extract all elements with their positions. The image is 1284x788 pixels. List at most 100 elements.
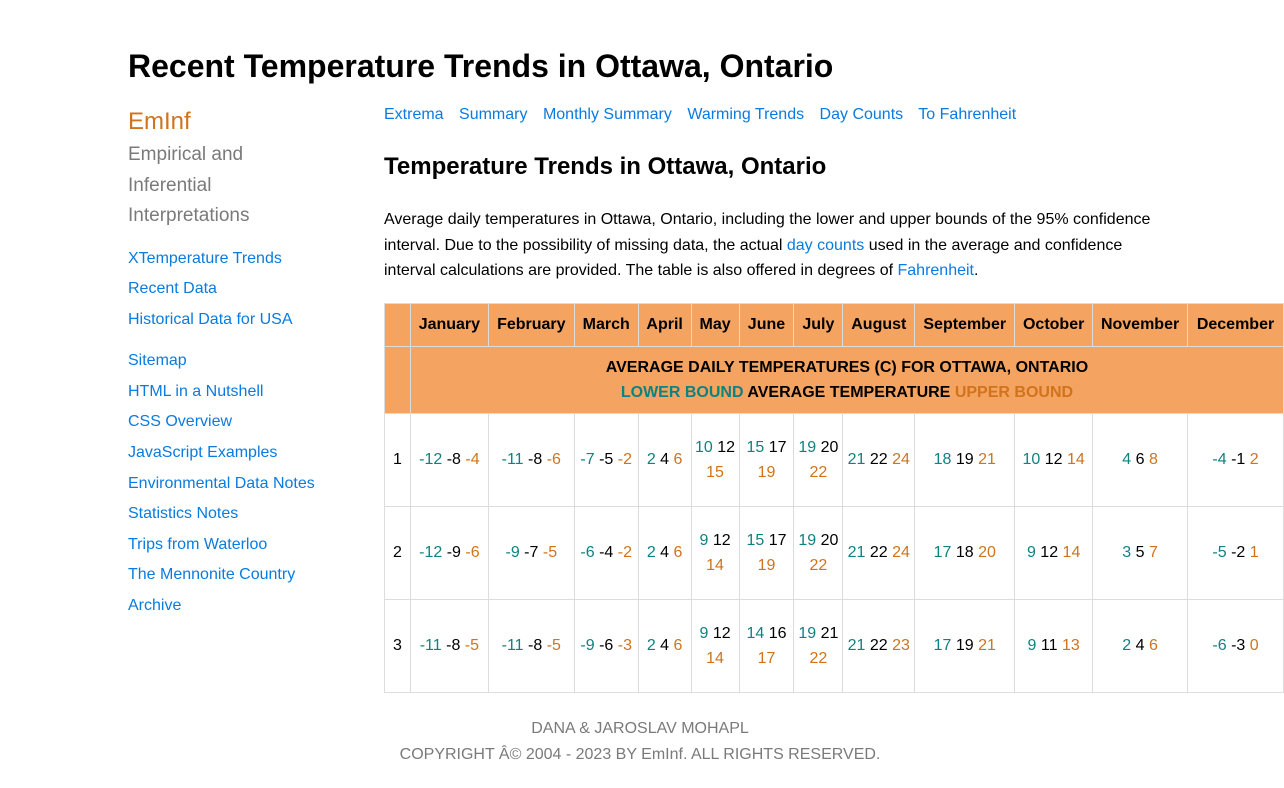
average-value: -8 xyxy=(446,637,461,655)
nav-warming-trends[interactable]: Warming Trends xyxy=(687,106,805,123)
sidebar-link-xtemperature-trends[interactable]: XTemperature Trends xyxy=(128,249,282,267)
lower-bound-value: 19 xyxy=(798,624,817,642)
temperature-cell: -5 -2 1 xyxy=(1187,506,1284,600)
lower-bound-value: 17 xyxy=(933,544,952,562)
lower-bound-value: -9 xyxy=(580,637,595,655)
sidebar-link-recent-data[interactable]: Recent Data xyxy=(128,280,217,298)
brand-name[interactable]: EmInf xyxy=(128,108,191,135)
upper-bound-value: -6 xyxy=(465,544,480,562)
day-counts-link[interactable]: day counts xyxy=(786,236,865,254)
nav-to-fahrenheit[interactable]: To Fahrenheit xyxy=(918,106,1017,123)
lower-bound-value: -7 xyxy=(580,451,595,469)
nav-monthly-summary[interactable]: Monthly Summary xyxy=(542,106,672,123)
sidebar-link-statistics-notes[interactable]: Statistics Notes xyxy=(128,505,239,523)
upper-bound-value: 21 xyxy=(978,637,996,655)
average-value: 22 xyxy=(869,544,888,562)
temperature-cell: 9 12 14 xyxy=(1014,506,1094,600)
lower-bound-value: 21 xyxy=(847,544,866,562)
day-number-cell: 3 xyxy=(384,599,411,693)
upper-bound-value: 7 xyxy=(1148,544,1158,562)
sidebar-link-trips-from-waterloo[interactable]: Trips from Waterloo xyxy=(128,535,268,553)
average-value: -3 xyxy=(1231,637,1246,655)
upper-bound-value: 6 xyxy=(673,544,683,562)
lower-bound-value: 2 xyxy=(646,637,656,655)
temperature-cell: 21 22 24 xyxy=(842,413,916,507)
upper-bound-value: 6 xyxy=(673,637,683,655)
average-value: 4 xyxy=(660,451,670,469)
average-value: 19 xyxy=(955,451,974,469)
lower-bound-value: 4 xyxy=(1122,451,1132,469)
nav-day-counts[interactable]: Day Counts xyxy=(819,106,904,123)
month-header-row: January February March April May June July Augu… xyxy=(384,303,1284,347)
lower-bound-value: 9 xyxy=(699,531,709,549)
legend-upper-bound: UPPER BOUND xyxy=(954,384,1074,401)
upper-bound-value: 24 xyxy=(892,544,910,562)
lower-bound-value: 9 xyxy=(1027,637,1037,655)
temperature-cell: 17 19 21 xyxy=(914,599,1016,693)
sidebar-link-html-nutshell[interactable]: HTML in a Nutshell xyxy=(128,382,264,400)
nav-extrema[interactable]: Extrema xyxy=(384,106,444,123)
intro-text: . xyxy=(974,262,979,279)
temperature-cell: -7 -5 -2 xyxy=(573,413,639,507)
sidebar-link-historical-data-usa[interactable]: Historical Data for USA xyxy=(128,310,293,328)
upper-bound-value: 6 xyxy=(673,451,683,469)
temperature-cell: -6 -3 0 xyxy=(1187,599,1284,693)
upper-bound-value: 14 xyxy=(1062,544,1081,562)
upper-bound-value: -2 xyxy=(617,451,633,469)
lower-bound-value: 3 xyxy=(1122,544,1132,562)
banner-legend: LOWER BOUND AVERAGE TEMPERATURE UPPER BO… xyxy=(411,380,1283,405)
average-value: -9 xyxy=(446,544,461,562)
upper-bound-value: -2 xyxy=(617,544,633,562)
lower-bound-value: 19 xyxy=(798,438,817,456)
sidebar-link-sitemap[interactable]: Sitemap xyxy=(128,352,187,370)
banner-spacer-cell xyxy=(384,346,411,414)
temperature-cell: -9 -6 -3 xyxy=(573,599,639,693)
lower-bound-value: -11 xyxy=(501,451,524,469)
temperature-cell: 21 22 24 xyxy=(842,506,916,600)
upper-bound-value: 14 xyxy=(1067,451,1085,469)
average-value: 22 xyxy=(869,451,888,469)
upper-bound-value: 13 xyxy=(1061,637,1080,655)
average-value: 18 xyxy=(955,544,974,562)
sidebar-link-mennonite-country[interactable]: The Mennonite Country xyxy=(128,566,296,584)
upper-bound-value: 8 xyxy=(1148,451,1158,469)
sidebar-secondary-links: Sitemap HTML in a Nutshell CSS Overview … xyxy=(128,346,368,621)
lower-bound-value: -9 xyxy=(505,544,520,562)
temperature-cell: 2 4 6 xyxy=(637,506,692,600)
lower-bound-value: -12 xyxy=(419,451,443,469)
sidebar-link-environmental-data-notes[interactable]: Environmental Data Notes xyxy=(128,474,315,492)
sidebar-link-archive[interactable]: Archive xyxy=(128,597,182,615)
temperature-cell: 15 17 19 xyxy=(738,506,795,600)
upper-bound-value: 24 xyxy=(892,451,910,469)
temperature-cell: 19 20 22 xyxy=(793,413,844,507)
sidebar-link-javascript-examples[interactable]: JavaScript Examples xyxy=(128,444,278,462)
nav-summary[interactable]: Summary xyxy=(459,106,528,123)
average-value: 12 xyxy=(712,624,731,642)
upper-bound-value: 19 xyxy=(757,557,776,574)
upper-bound-value: 19 xyxy=(757,464,776,481)
average-value: 4 xyxy=(1135,637,1145,655)
upper-bound-value: 22 xyxy=(809,557,828,574)
temperature-cell: 9 12 14 xyxy=(690,506,740,600)
sidebar-link-css-overview[interactable]: CSS Overview xyxy=(128,413,233,431)
lower-bound-value: 17 xyxy=(933,637,952,655)
average-value: 17 xyxy=(768,531,787,549)
upper-bound-value: -5 xyxy=(464,637,480,655)
fahrenheit-link[interactable]: Fahrenheit xyxy=(897,262,975,279)
lower-bound-value: 2 xyxy=(1122,637,1132,655)
temperature-cell: 21 22 23 xyxy=(842,599,916,693)
upper-bound-value: 14 xyxy=(706,650,724,667)
lower-bound-value: -11 xyxy=(501,637,524,655)
tagline-line: Empirical and xyxy=(128,144,244,165)
average-value: 19 xyxy=(955,637,974,655)
upper-bound-value: -5 xyxy=(546,637,561,655)
upper-bound-value: 22 xyxy=(809,650,828,667)
lower-bound-value: 9 xyxy=(699,624,709,642)
temperature-cell: -4 -1 2 xyxy=(1187,413,1284,507)
lower-bound-value: -4 xyxy=(1212,451,1227,469)
month-header-november: November xyxy=(1092,303,1189,347)
lower-bound-value: 19 xyxy=(798,531,817,549)
average-value: 20 xyxy=(820,531,839,549)
lower-bound-value: 2 xyxy=(646,544,656,562)
